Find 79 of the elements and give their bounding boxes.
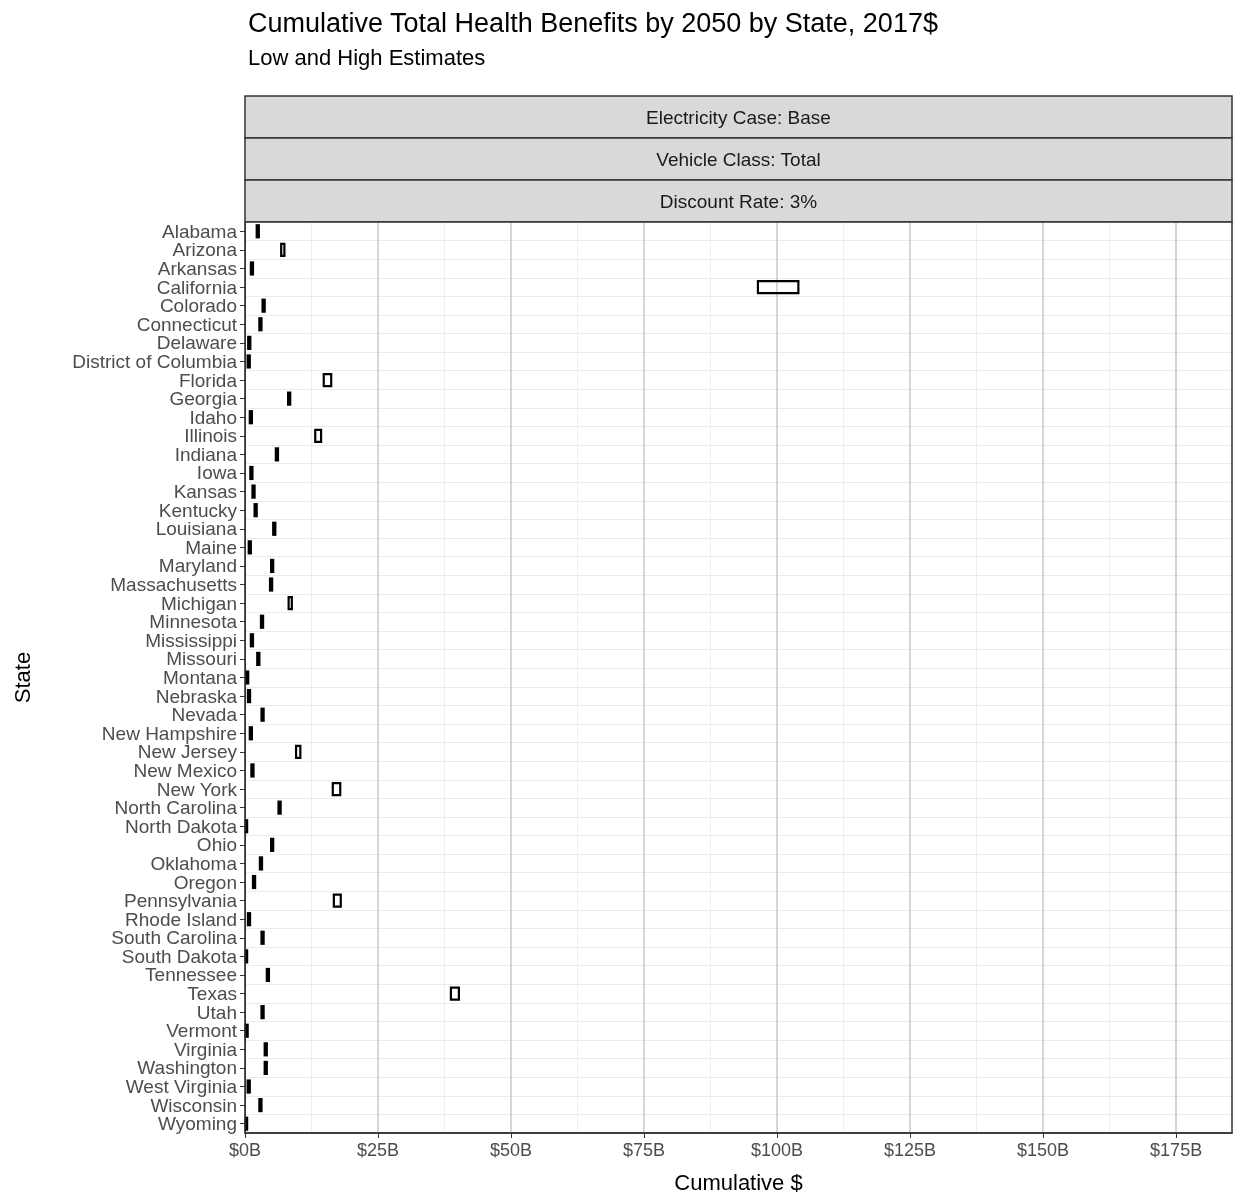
bar [258, 317, 263, 332]
y-tick-label: California [156, 276, 238, 298]
bar [331, 781, 342, 797]
y-tick-label: Mississippi [145, 629, 237, 651]
bar [756, 279, 800, 295]
bar [251, 874, 257, 890]
y-tick-label: Florida [178, 369, 238, 391]
bar [269, 837, 275, 852]
x-tick-label: $100B [751, 1140, 804, 1160]
bar [272, 521, 277, 536]
chart-title: Cumulative Total Health Benefits by 2050 by State, 2017$ [248, 7, 938, 38]
bar [260, 1005, 265, 1020]
y-tick-label: Nebraska [155, 685, 238, 707]
bar [294, 744, 302, 759]
bar [255, 224, 260, 239]
bar [244, 819, 249, 834]
chart-subtitle: Low and High Estimates [248, 44, 486, 70]
bar [314, 428, 323, 443]
bar [248, 726, 254, 741]
bar [269, 558, 275, 574]
y-tick-label: Georgia [169, 388, 238, 410]
y-tick-label: New York [156, 778, 238, 800]
text: Vehicle Class: Total [656, 148, 821, 170]
bar [259, 614, 265, 629]
bar [265, 967, 271, 983]
bar [263, 1060, 268, 1076]
bar [249, 261, 255, 276]
bar [246, 912, 252, 927]
y-tick-label: Oregon [173, 871, 237, 893]
bar [250, 763, 255, 778]
bar [287, 391, 292, 406]
bar [244, 1116, 249, 1131]
y-tick-label: Michigan [160, 592, 237, 614]
x-tick-label: $125B [884, 1140, 937, 1160]
x-tick-label: $25B [357, 1140, 400, 1160]
x-tick-label: $0B [228, 1140, 262, 1160]
bar [260, 930, 265, 945]
bar [261, 298, 266, 313]
y-tick-label: Alabama [162, 220, 238, 242]
bar [248, 410, 254, 425]
bar [251, 484, 256, 499]
y-tick-label: Maine [185, 536, 237, 558]
bar [332, 893, 342, 908]
bar [287, 596, 293, 611]
bar [256, 651, 261, 667]
bar [249, 633, 255, 648]
x-tick-label: $175B [1150, 1140, 1203, 1160]
x-tick-label: $150B [1017, 1140, 1070, 1160]
bar [260, 707, 265, 722]
bar [247, 335, 252, 350]
bar [247, 540, 252, 555]
bar [246, 688, 252, 704]
bar [258, 856, 264, 871]
y-tick-label: Iowa [196, 462, 238, 484]
bar [280, 242, 286, 257]
bar [253, 503, 258, 518]
bar [244, 949, 249, 964]
bar [277, 800, 282, 815]
y-axis-title: State [9, 651, 35, 704]
x-tick-label: $50B [490, 1140, 533, 1160]
bar [322, 372, 333, 388]
bar [249, 465, 254, 481]
bar [246, 1079, 251, 1094]
bar [258, 1098, 263, 1113]
bar [274, 447, 280, 462]
y-tick-label: Tennessee [145, 964, 237, 986]
x-tick-label: $75B [623, 1140, 666, 1160]
text: Discount Rate: 3% [659, 190, 818, 212]
y-tick-label: Wyoming [157, 1113, 237, 1135]
y-tick-label: Maryland [158, 555, 237, 577]
text: Electricity Case: Base [646, 106, 831, 128]
bar [268, 577, 274, 592]
x-axis-title: Cumulative $ [674, 1169, 803, 1195]
bar [246, 354, 251, 369]
bar [244, 1023, 249, 1038]
bar [244, 670, 250, 685]
y-tick-label: Montana [163, 667, 238, 688]
bar [449, 986, 460, 1001]
bar [263, 1042, 268, 1057]
